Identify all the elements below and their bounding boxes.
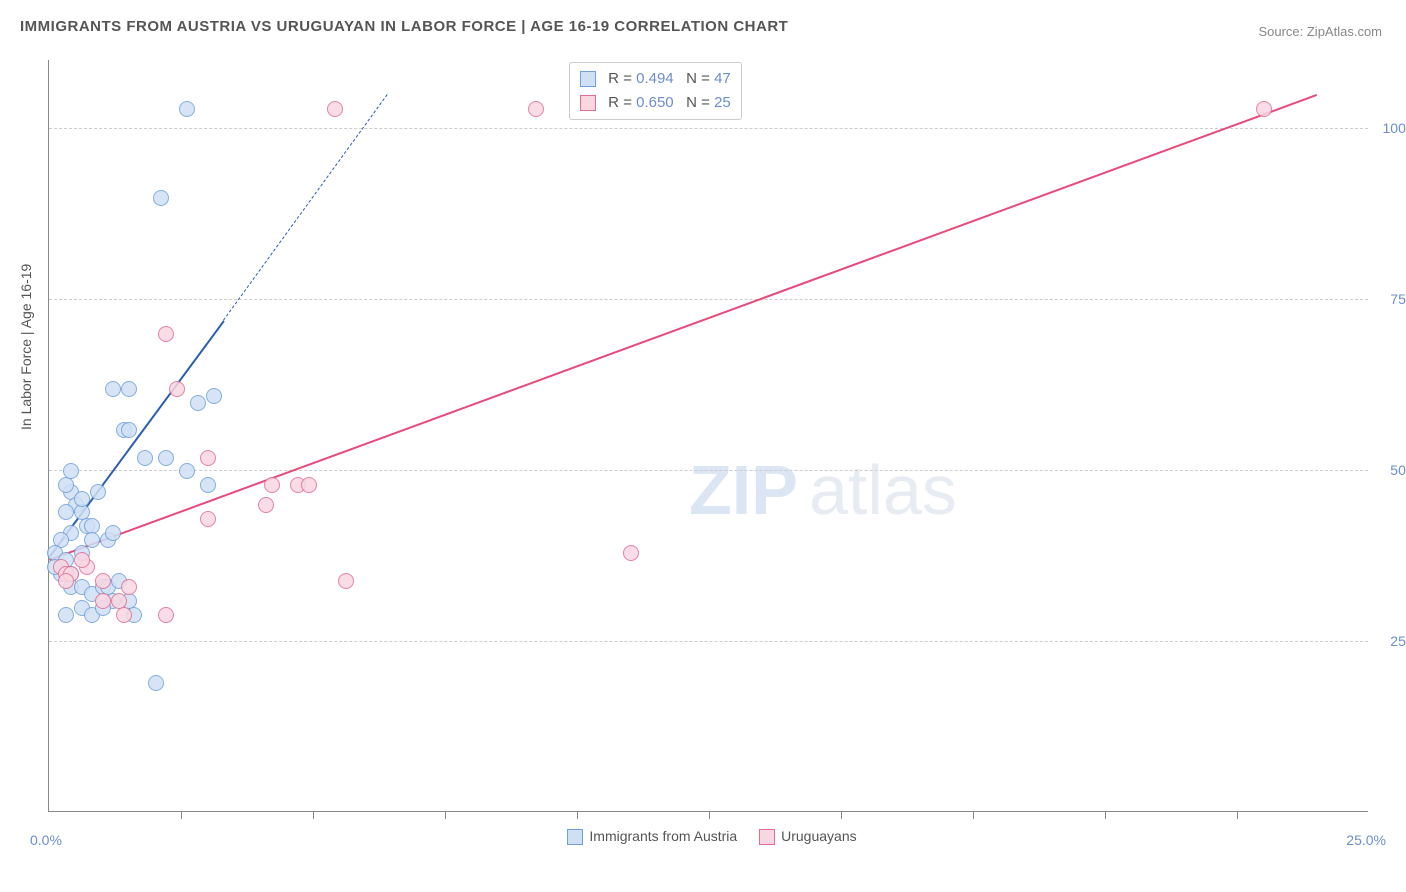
n-value-austria: 47 — [714, 70, 731, 87]
gridline — [49, 641, 1368, 642]
scatter-point — [153, 190, 169, 206]
legend-swatch-austria — [580, 71, 596, 87]
scatter-point — [301, 477, 317, 493]
scatter-point — [105, 381, 121, 397]
plot-area: ZIP atlas R = 0.494 N = 47 R = 0.650 N =… — [48, 60, 1368, 812]
scatter-point — [264, 477, 280, 493]
scatter-point — [58, 504, 74, 520]
scatter-point — [206, 388, 222, 404]
gridline — [49, 299, 1368, 300]
scatter-point — [327, 101, 343, 117]
y-tick-label: 100.0% — [1383, 120, 1406, 136]
scatter-point — [58, 607, 74, 623]
r-value-uruguay: 0.650 — [636, 94, 674, 111]
scatter-point — [528, 101, 544, 117]
scatter-point — [158, 326, 174, 342]
y-tick-label: 50.0% — [1390, 462, 1406, 478]
scatter-point — [158, 607, 174, 623]
scatter-point — [121, 579, 137, 595]
scatter-point — [95, 573, 111, 589]
x-tick — [841, 811, 842, 819]
trend-line — [49, 320, 225, 557]
legend-row-uruguay: R = 0.650 N = 25 — [580, 91, 731, 115]
scatter-point — [90, 484, 106, 500]
scatter-point — [623, 545, 639, 561]
y-axis-title: In Labor Force | Age 16-19 — [18, 264, 34, 430]
legend-swatch-austria-bottom — [567, 829, 583, 845]
scatter-point — [179, 101, 195, 117]
scatter-point — [258, 497, 274, 513]
scatter-point — [58, 477, 74, 493]
x-tick — [709, 811, 710, 819]
x-tick — [1237, 811, 1238, 819]
n-value-uruguay: 25 — [714, 94, 731, 111]
y-tick-label: 75.0% — [1390, 291, 1406, 307]
scatter-point — [148, 675, 164, 691]
legend-label-austria: Immigrants from Austria — [589, 828, 737, 844]
legend-swatch-uruguay — [580, 95, 596, 111]
scatter-point — [121, 422, 137, 438]
gridline — [49, 128, 1368, 129]
r-value-austria: 0.494 — [636, 70, 674, 87]
x-tick — [577, 811, 578, 819]
x-tick — [313, 811, 314, 819]
scatter-point — [58, 573, 74, 589]
scatter-point — [105, 525, 121, 541]
legend-label-uruguay: Uruguayans — [781, 828, 857, 844]
x-tick — [181, 811, 182, 819]
source-attribution: Source: ZipAtlas.com — [1258, 24, 1382, 39]
legend-swatch-uruguay-bottom — [759, 829, 775, 845]
scatter-point — [200, 450, 216, 466]
scatter-point — [179, 463, 195, 479]
scatter-point — [116, 607, 132, 623]
scatter-point — [84, 532, 100, 548]
x-tick — [445, 811, 446, 819]
scatter-point — [63, 463, 79, 479]
series-legend: Immigrants from Austria Uruguayans — [0, 828, 1406, 845]
scatter-point — [338, 573, 354, 589]
scatter-point — [1256, 101, 1272, 117]
legend-row-austria: R = 0.494 N = 47 — [580, 67, 731, 91]
scatter-point — [190, 395, 206, 411]
scatter-point — [158, 450, 174, 466]
scatter-point — [137, 450, 153, 466]
chart-title: IMMIGRANTS FROM AUSTRIA VS URUGUAYAN IN … — [20, 18, 788, 35]
y-tick-label: 25.0% — [1390, 633, 1406, 649]
scatter-point — [169, 381, 185, 397]
watermark-zip: ZIP — [689, 450, 798, 530]
scatter-point — [121, 381, 137, 397]
scatter-point — [200, 477, 216, 493]
scatter-point — [200, 511, 216, 527]
correlation-legend: R = 0.494 N = 47 R = 0.650 N = 25 — [569, 62, 742, 120]
scatter-point — [74, 491, 90, 507]
x-tick — [973, 811, 974, 819]
scatter-point — [74, 552, 90, 568]
scatter-point — [95, 593, 111, 609]
x-tick — [1105, 811, 1106, 819]
trend-line — [49, 94, 1317, 561]
gridline — [49, 470, 1368, 471]
watermark-atlas: atlas — [809, 450, 957, 530]
